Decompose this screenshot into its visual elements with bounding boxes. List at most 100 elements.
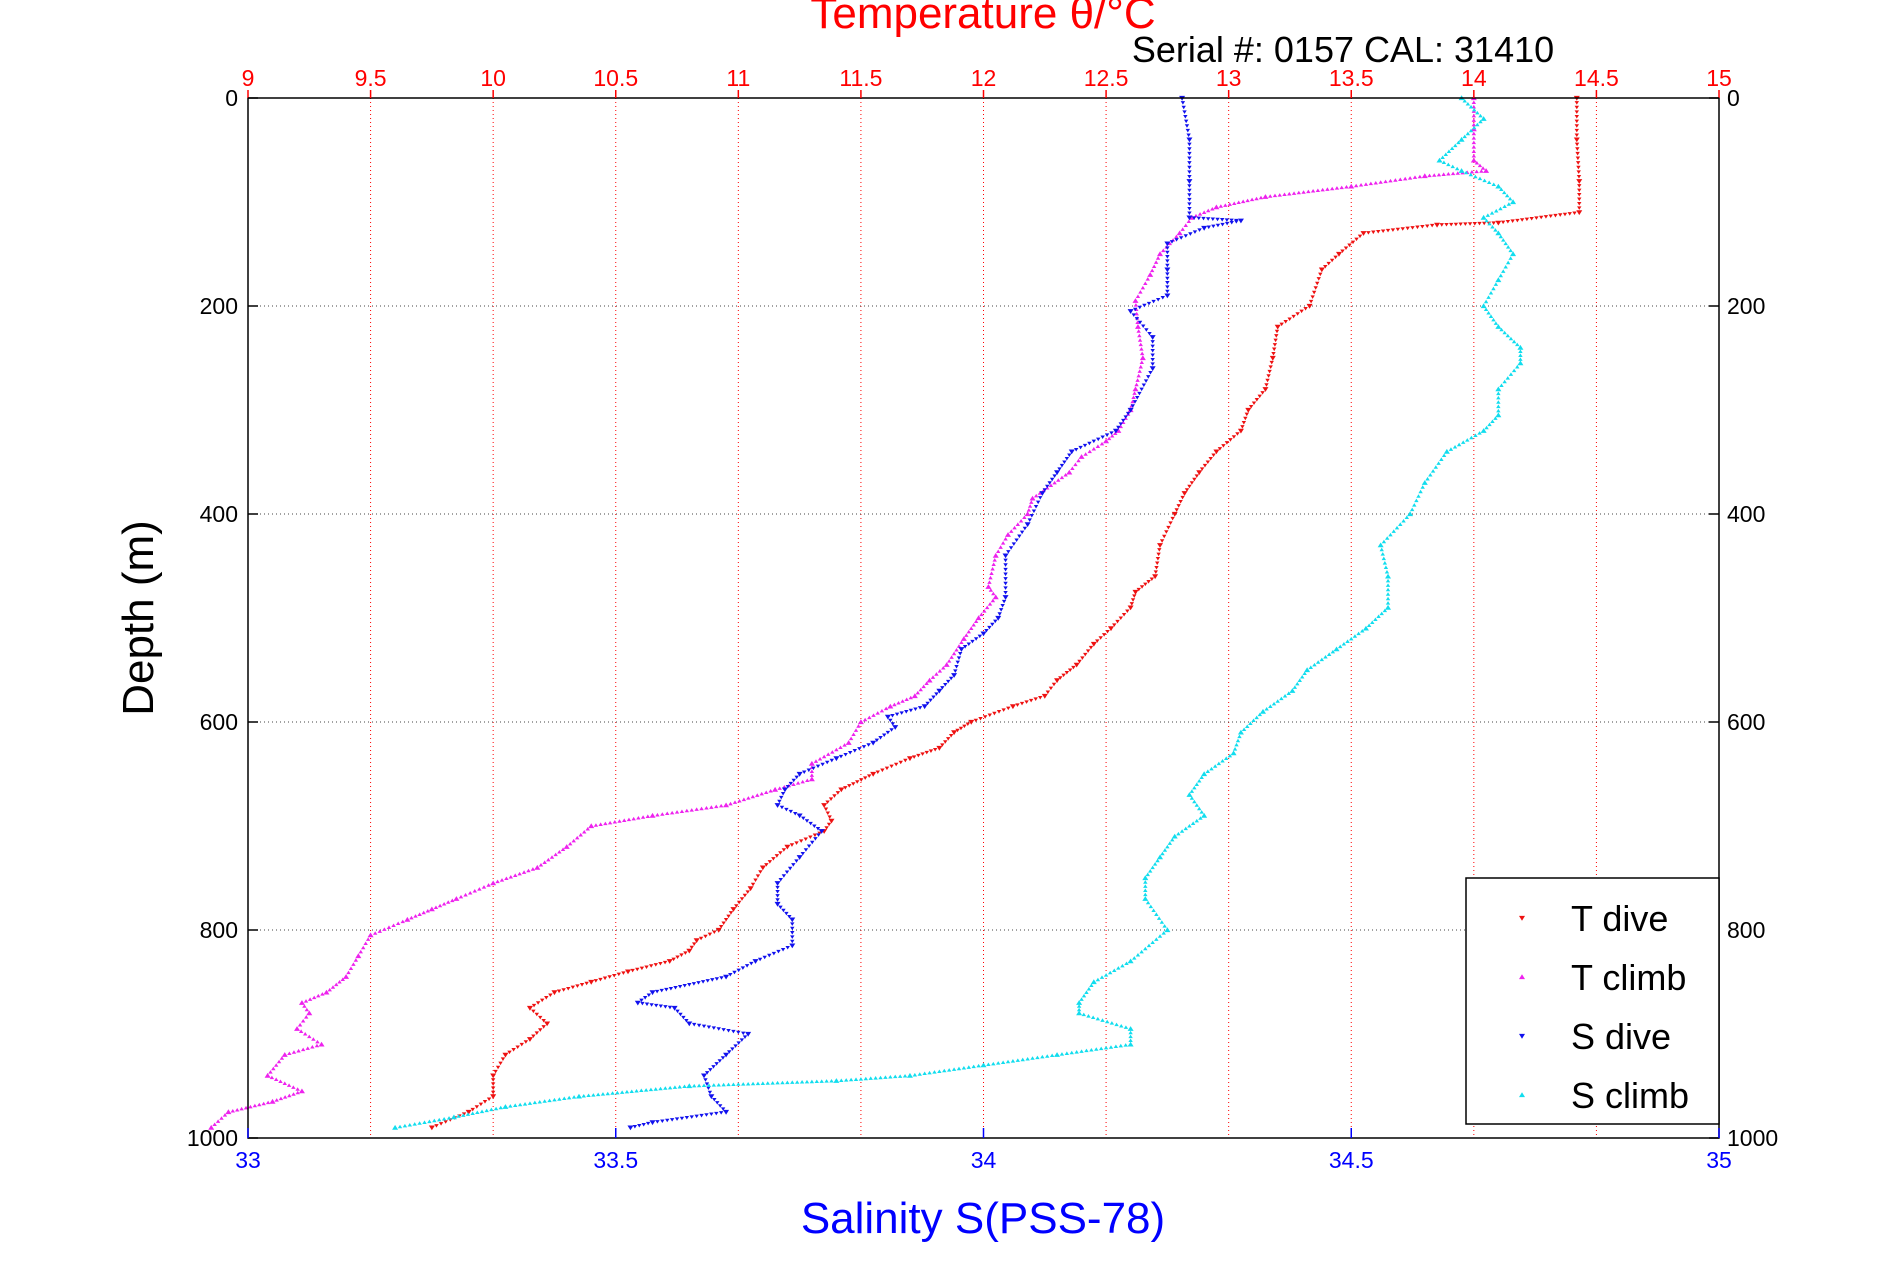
series-trace bbox=[1427, 169, 1484, 178]
series-trace bbox=[507, 1040, 529, 1055]
data-point bbox=[1127, 407, 1134, 413]
data-point bbox=[1157, 543, 1164, 548]
y-axis-label: Depth (m) bbox=[114, 520, 163, 716]
series-t-climb bbox=[208, 95, 1490, 1130]
data-point bbox=[1362, 625, 1369, 631]
data-point bbox=[1576, 179, 1583, 184]
series-trace bbox=[274, 1090, 300, 1102]
legend: T dive T climb S dive S climb bbox=[1465, 877, 1720, 1125]
data-point bbox=[1127, 958, 1134, 964]
series-trace bbox=[750, 870, 763, 887]
data-point bbox=[730, 907, 737, 912]
series-trace bbox=[789, 831, 822, 847]
series-trace bbox=[987, 558, 997, 584]
series-trace bbox=[890, 706, 923, 718]
series-trace bbox=[728, 789, 773, 806]
data-point bbox=[1107, 626, 1114, 632]
legend-box bbox=[1465, 877, 1720, 1125]
data-point bbox=[1139, 355, 1146, 361]
data-point bbox=[1068, 449, 1075, 455]
data-point bbox=[1480, 214, 1487, 220]
series-trace bbox=[303, 992, 325, 1003]
data-point bbox=[715, 927, 722, 933]
series-trace bbox=[508, 1095, 577, 1108]
data-point bbox=[306, 1010, 313, 1016]
data-point bbox=[936, 745, 943, 751]
data-point bbox=[1480, 303, 1487, 309]
data-point bbox=[772, 786, 779, 792]
series-trace bbox=[1218, 195, 1264, 208]
salinity-tick-label: 33.5 bbox=[593, 1147, 638, 1173]
data-point bbox=[450, 1114, 457, 1120]
salinity-tick-label: 33 bbox=[235, 1147, 261, 1173]
data-point bbox=[951, 730, 958, 736]
series-trace bbox=[778, 859, 799, 882]
data-point bbox=[1066, 469, 1073, 475]
data-point bbox=[1348, 183, 1355, 189]
data-point bbox=[1186, 179, 1193, 184]
data-point bbox=[926, 677, 933, 683]
series-trace bbox=[953, 651, 963, 673]
series-trace bbox=[946, 640, 964, 663]
series-trace bbox=[779, 805, 798, 816]
data-point bbox=[1181, 491, 1188, 496]
data-point bbox=[1103, 438, 1110, 444]
series-trace bbox=[1187, 184, 1192, 216]
series-trace bbox=[823, 807, 832, 819]
series-trace bbox=[1135, 277, 1150, 299]
series-trace bbox=[1059, 1043, 1128, 1056]
series-trace bbox=[493, 1057, 506, 1074]
data-point bbox=[833, 1078, 840, 1083]
data-point bbox=[808, 776, 815, 782]
series-trace bbox=[979, 598, 996, 617]
data-point bbox=[1385, 573, 1392, 579]
data-point bbox=[1171, 833, 1178, 839]
depth-tick-label-right: 800 bbox=[1727, 917, 1765, 943]
series-trace bbox=[1308, 272, 1323, 304]
data-point bbox=[1147, 272, 1154, 277]
data-point bbox=[1495, 220, 1502, 226]
data-point bbox=[298, 1000, 305, 1005]
series-trace bbox=[1366, 608, 1388, 627]
data-point bbox=[588, 979, 595, 985]
series-trace bbox=[1292, 671, 1307, 689]
data-point bbox=[1090, 641, 1097, 647]
data-point bbox=[759, 865, 766, 871]
series-trace bbox=[1483, 307, 1499, 325]
temperature-tick-label: 11 bbox=[726, 65, 750, 91]
series-trace bbox=[538, 847, 566, 867]
series-trace bbox=[1241, 712, 1263, 731]
series-trace bbox=[727, 1035, 748, 1054]
series-trace bbox=[1217, 432, 1240, 451]
series-trace bbox=[639, 993, 652, 1003]
series-trace bbox=[1379, 547, 1390, 574]
data-point bbox=[649, 990, 656, 996]
data-point bbox=[1176, 230, 1183, 236]
series-trace bbox=[458, 883, 491, 899]
series-trace bbox=[930, 665, 946, 679]
series-trace bbox=[764, 848, 787, 867]
data-point bbox=[428, 906, 435, 912]
series-trace bbox=[1484, 218, 1498, 232]
data-point bbox=[1024, 511, 1031, 517]
series-trace bbox=[1149, 256, 1161, 273]
data-point bbox=[1127, 605, 1134, 611]
data-point bbox=[845, 740, 852, 745]
data-point bbox=[808, 760, 815, 766]
data-point bbox=[1201, 225, 1208, 231]
series-trace bbox=[734, 890, 750, 908]
legend-label: T dive bbox=[1571, 898, 1668, 939]
data-point bbox=[634, 1000, 641, 1006]
data-point bbox=[774, 901, 781, 907]
data-point bbox=[544, 1021, 551, 1027]
series-trace bbox=[801, 816, 821, 831]
data-point bbox=[1186, 792, 1193, 797]
series-trace bbox=[1462, 98, 1483, 118]
data-point bbox=[1434, 222, 1441, 228]
data-point bbox=[828, 818, 835, 824]
data-point bbox=[490, 880, 497, 886]
data-point bbox=[1495, 412, 1502, 418]
data-point bbox=[1002, 553, 1009, 559]
data-point bbox=[1164, 293, 1171, 299]
series-trace bbox=[556, 981, 589, 994]
